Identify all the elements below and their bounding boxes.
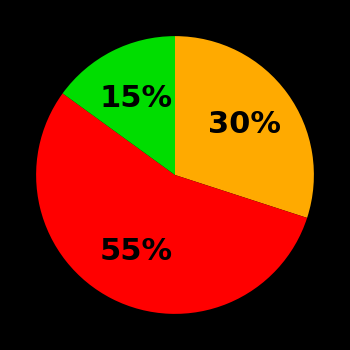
Wedge shape bbox=[36, 93, 307, 314]
Text: 15%: 15% bbox=[99, 84, 173, 113]
Wedge shape bbox=[63, 36, 175, 175]
Wedge shape bbox=[175, 36, 314, 218]
Text: 30%: 30% bbox=[208, 110, 281, 139]
Text: 55%: 55% bbox=[99, 237, 173, 266]
